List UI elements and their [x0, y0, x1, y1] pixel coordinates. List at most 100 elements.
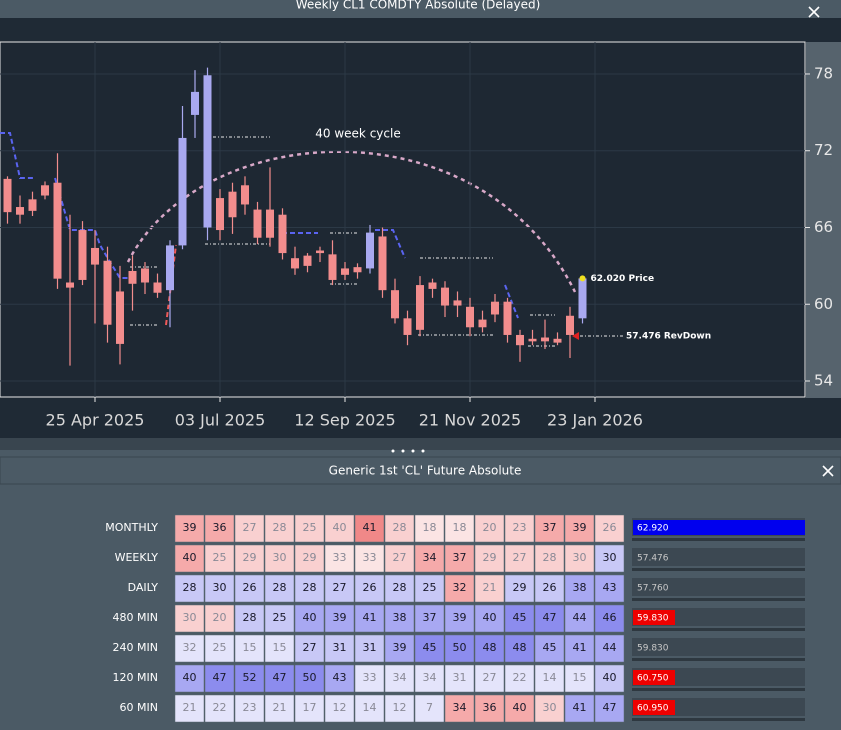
annotation: 62.020: [591, 274, 626, 284]
heat-cell: [384, 664, 415, 693]
heat-value: 44: [573, 611, 587, 624]
heat-value: 23: [243, 701, 257, 714]
heat-value: 14: [543, 671, 557, 684]
candle-body: [378, 236, 387, 291]
panel-title: Generic 1st 'CL' Future Absolute: [329, 464, 522, 478]
heat-value: 45: [423, 641, 437, 654]
row-label: WEEKLY: [115, 551, 159, 564]
heat-value: 40: [183, 551, 197, 564]
heat-cell: [384, 544, 415, 573]
heat-cell: [474, 664, 505, 693]
candle-body: [253, 209, 262, 238]
heat-cell: [294, 634, 325, 663]
heat-cell: [534, 634, 565, 663]
heat-cell: [294, 544, 325, 573]
row-label: MONTHLY: [105, 521, 158, 534]
candle-body: [553, 338, 562, 343]
window-title: Weekly CL1 COMDTY Absolute (Delayed): [296, 0, 541, 12]
heat-cell: [594, 514, 625, 543]
heat-cell: [564, 664, 595, 693]
price-highlight: [633, 700, 675, 715]
price-underline: [632, 628, 805, 631]
row-label: 480 MIN: [113, 611, 158, 624]
price-underline: [632, 688, 805, 691]
heat-value: 40: [303, 611, 317, 624]
heat-cell: [324, 574, 355, 603]
heat-value: 30: [183, 611, 197, 624]
heat-value: 40: [513, 701, 527, 714]
heat-cell: [384, 694, 415, 723]
heat-cell: [174, 694, 205, 723]
heat-cell: [474, 514, 505, 543]
heat-value: 34: [423, 671, 437, 684]
heat-cell: [204, 514, 235, 543]
candle-body: [16, 207, 24, 215]
heat-cell: [324, 514, 355, 543]
heat-value: 29: [303, 551, 317, 564]
price-value: 62.920: [637, 524, 669, 534]
price-track: [632, 638, 805, 656]
heat-value: 33: [363, 671, 377, 684]
candle-body: [203, 75, 212, 228]
heat-value: 47: [273, 671, 287, 684]
heat-value: 34: [453, 701, 467, 714]
candle-body: [103, 260, 112, 325]
heat-cell: [474, 634, 505, 663]
overlays: [0, 42, 805, 397]
price-marker: [579, 275, 586, 282]
heat-cell: [354, 694, 385, 723]
heat-value: 31: [453, 671, 467, 684]
heat-value: 27: [483, 671, 497, 684]
candle-body: [128, 270, 137, 284]
close-button[interactable]: [822, 465, 834, 477]
heat-value: 7: [426, 701, 433, 714]
heat-cell: [174, 664, 205, 693]
candle-body: [366, 232, 374, 269]
heat-value: 45: [513, 611, 527, 624]
y-tick-label: 54: [814, 372, 833, 390]
heat-value: 28: [243, 611, 257, 624]
heat-value: 28: [393, 581, 407, 594]
y-axis-area: [806, 42, 841, 398]
candle-body: [278, 214, 287, 254]
heat-cell: [174, 604, 205, 633]
candle-body: [566, 315, 574, 335]
candle-body: [516, 334, 524, 346]
heat-cell: [324, 604, 355, 633]
y-tick-label: 78: [814, 64, 833, 82]
x-tick-label: 21 Nov 2025: [419, 411, 521, 430]
candle-body: [416, 285, 424, 330]
heat-cell: [354, 574, 385, 603]
arrow: [572, 332, 579, 340]
heat-value: 29: [483, 551, 497, 564]
heat-value: 25: [213, 551, 227, 564]
candle-body: [328, 254, 337, 280]
row-label: 120 MIN: [113, 671, 158, 684]
heat-cell: [234, 634, 265, 663]
heat-cell: [324, 664, 355, 693]
candle-body: [491, 301, 499, 315]
heat-cell: [504, 604, 535, 633]
heat-value: 37: [543, 521, 557, 534]
candle-body: [241, 185, 249, 205]
heat-cell: [294, 604, 325, 633]
heat-value: 21: [273, 701, 287, 714]
heat-cell: [534, 544, 565, 573]
heat-value: 41: [363, 521, 377, 534]
price-underline: [632, 658, 805, 661]
heat-value: 22: [213, 701, 227, 714]
heat-cell: [354, 664, 385, 693]
trend-line: [0, 132, 34, 179]
splitter[interactable]: [0, 438, 841, 450]
heat-cell: [354, 514, 385, 543]
heat-value: 27: [393, 551, 407, 564]
candle-body: [441, 287, 449, 306]
heat-cell: [594, 634, 625, 663]
row-label: 240 MIN: [113, 641, 158, 654]
candle-body: [291, 258, 299, 269]
heat-value: 41: [573, 701, 587, 714]
heat-cell: [504, 514, 535, 543]
heat-value: 15: [243, 641, 257, 654]
row-label: 60 MIN: [120, 701, 158, 714]
close-button[interactable]: [808, 6, 820, 18]
